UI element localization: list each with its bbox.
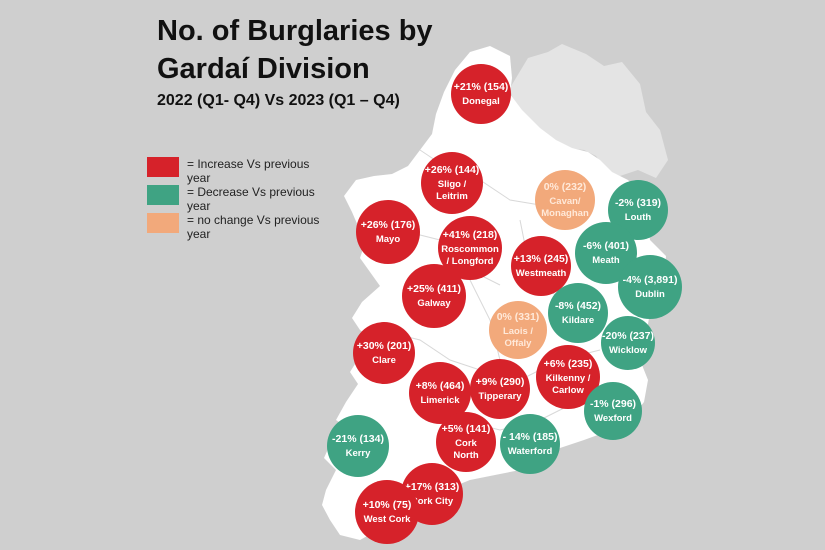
division-name-label: Kildare [561,314,595,326]
division-name-label: Mayo [375,233,401,245]
title-line-2: Gardaí Division [157,53,370,85]
legend-label: = Increase Vs previous year [187,157,310,185]
division-change-label: +5% (141) [441,422,491,435]
legend-item-increase: = Increase Vs previous year [147,157,322,185]
division-name-label: Wicklow [609,344,647,356]
division-change-label: +10% (75) [362,498,412,511]
division-name-label: Wexford [594,412,632,424]
division-change-label: +41% (218) [442,228,498,241]
division-name-label: Sligo / Leitrim [436,178,468,202]
division-bubble-kildare: -8% (452) Kildare [548,283,608,343]
division-name-label: West Cork [363,513,411,525]
legend-swatch [147,185,179,205]
division-name-label: Meath [592,254,620,266]
division-change-label: - 14% (185) [502,430,558,443]
division-change-label: +26% (144) [424,163,480,176]
division-name-label: Westmeath [515,267,567,279]
division-bubble-west-cork: +10% (75) West Cork [355,480,419,544]
division-change-label: +25% (411) [407,282,461,295]
division-bubble-clare: +30% (201) Clare [353,322,415,384]
legend-swatch [147,157,179,177]
page-title: No. of Burglaries by Gardaí Division [157,12,433,88]
northern-ireland-landmass [510,44,668,178]
division-change-label: -21% (134) [332,432,384,445]
page-subtitle: 2022 (Q1- Q4) Vs 2023 (Q1 – Q4) [157,92,400,109]
division-bubble-kerry: -21% (134) Kerry [327,415,389,477]
division-name-label: Laois / Offaly [502,325,534,349]
division-name-label: Clare [372,354,396,366]
division-name-label: Cavan/ Monaghan [541,195,589,219]
division-name-label: Louth [624,211,652,223]
division-change-label: -6% (401) [582,239,630,252]
division-name-label: Galway [417,297,451,309]
division-change-label: -4% (3,891) [622,273,678,286]
division-name-label: Waterford [507,445,553,457]
division-change-label: +21% (154) [453,80,509,93]
division-name-label: Donegal [462,95,500,107]
division-change-label: +30% (201) [356,339,412,352]
legend-swatch [147,213,179,233]
division-name-label: Cork City [410,495,454,507]
division-bubble-wexford: -1% (296) Wexford [584,382,642,440]
division-bubble-sligo-leitrim: +26% (144) Sligo / Leitrim [421,152,483,214]
division-change-label: -2% (319) [614,196,662,209]
division-name-label: Dublin [635,288,665,300]
legend-label: = Decrease Vs previous year [187,185,315,213]
division-name-label: Roscommon / Longford [441,243,499,267]
division-change-label: +13% (245) [513,252,569,265]
division-bubble-mayo: +26% (176) Mayo [356,200,420,264]
legend-item-no-change: = no change Vs previous year [147,213,322,241]
division-bubble-donegal: +21% (154) Donegal [451,64,511,124]
division-bubble-cork-north: +5% (141) Cork North [436,412,496,472]
legend-label: = no change Vs previous year [187,213,320,241]
division-change-label: 0% (331) [496,310,540,323]
division-bubble-meath: -6% (401) Meath [575,222,637,284]
division-change-label: +17% (313) [404,480,460,493]
division-change-label: +26% (176) [360,218,416,231]
republic-of-ireland-landmass [322,46,666,540]
division-name-label: Tipperary [478,390,522,402]
division-name-label: Kilkenny / Carlow [545,372,591,396]
division-change-label: -8% (452) [554,299,602,312]
division-change-label: -20% (237) [602,329,654,342]
division-bubble-wicklow: -20% (237) Wicklow [601,316,655,370]
division-name-label: Kerry [345,447,371,459]
division-change-label: -1% (296) [589,397,637,410]
division-change-label: +9% (290) [475,375,525,388]
division-bubble-laois-offaly: 0% (331) Laois / Offaly [489,301,547,359]
division-change-label: 0% (232) [543,180,587,193]
division-bubble-tipperary: +9% (290) Tipperary [470,359,530,419]
division-bubble-westmeath: +13% (245) Westmeath [511,236,571,296]
legend-item-decrease: = Decrease Vs previous year [147,185,322,213]
division-change-label: +8% (464) [415,379,465,392]
division-bubble-dublin: -4% (3,891) Dublin [618,255,682,319]
division-name-label: Cork North [453,437,479,461]
title-line-1: No. of Burglaries by [157,15,433,47]
division-name-label: Limerick [420,394,460,406]
division-bubble-waterford: - 14% (185) Waterford [500,414,560,474]
division-change-label: +6% (235) [543,357,593,370]
division-bubble-cavan-monaghan: 0% (232) Cavan/ Monaghan [535,170,595,230]
division-bubble-galway: +25% (411) Galway [402,264,466,328]
